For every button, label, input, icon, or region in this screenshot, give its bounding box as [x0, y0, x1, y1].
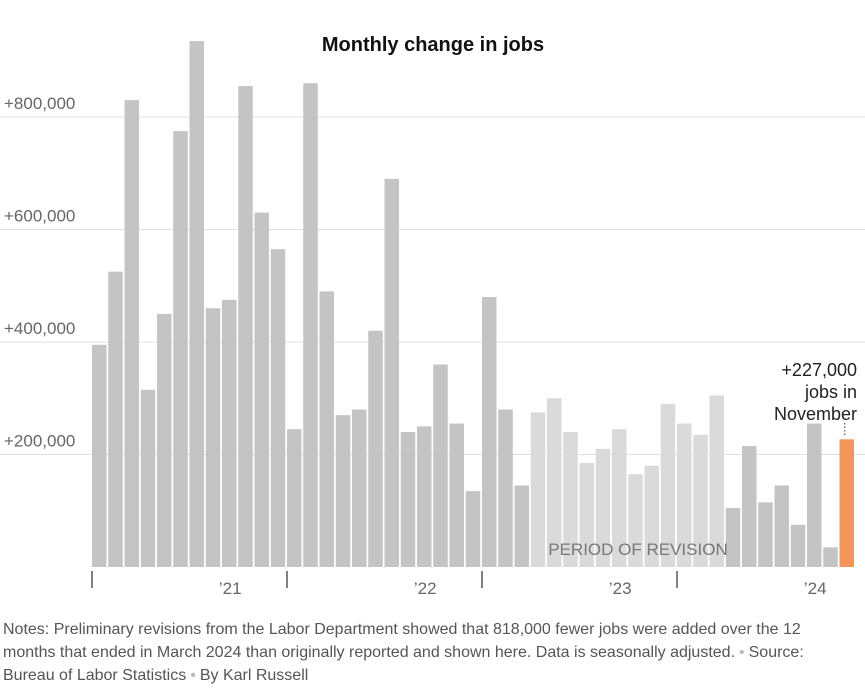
bar [807, 423, 822, 567]
bar [547, 398, 562, 567]
bar [498, 409, 513, 567]
bar [790, 524, 806, 567]
highlight-annotation-line: +227,000 [781, 360, 857, 380]
bar [270, 249, 286, 567]
bar [400, 432, 416, 567]
bar [514, 485, 529, 567]
y-tick-label: +400,000 [4, 319, 75, 338]
y-tick-label: +800,000 [4, 94, 75, 113]
bar [612, 429, 627, 567]
y-tick-label: +600,000 [4, 207, 75, 226]
bar [319, 291, 334, 567]
separator-dot: • [739, 644, 745, 661]
bar [465, 491, 481, 567]
bar [173, 131, 188, 567]
bar [140, 389, 156, 567]
x-tick-label: ’22 [414, 579, 437, 598]
y-tick-label: +200,000 [4, 432, 75, 451]
bar [124, 100, 139, 567]
bar [660, 403, 676, 567]
credit-text: By Karl Russell [199, 667, 309, 684]
x-tick-label: ’21 [219, 579, 242, 598]
chart: Monthly change in jobs +200,000+400,000+… [0, 34, 865, 598]
bar [628, 474, 643, 567]
bar [709, 395, 724, 567]
bar [530, 412, 546, 567]
bar [823, 547, 838, 567]
bar [417, 426, 432, 567]
bar [189, 41, 204, 567]
bar [157, 313, 172, 567]
notes-text: Notes: Preliminary revisions from the La… [3, 621, 801, 661]
bar [693, 434, 708, 567]
bar [92, 344, 107, 567]
revision-period-label: PERIOD OF REVISION [548, 540, 727, 559]
separator-dot: • [190, 667, 196, 684]
bar [254, 212, 269, 567]
bar [644, 465, 659, 567]
bar [433, 364, 448, 567]
bar [384, 178, 399, 567]
bar [725, 507, 741, 567]
bar [287, 429, 302, 567]
bar [579, 462, 594, 567]
bars [92, 41, 854, 567]
x-tick-label: ’23 [609, 579, 632, 598]
bar [774, 485, 789, 567]
chart-title: Monthly change in jobs [322, 34, 544, 56]
bar [108, 271, 123, 567]
bar [352, 409, 367, 567]
source-text: Source: Bureau of Labor Statistics [3, 644, 804, 684]
bar [335, 415, 351, 567]
bar [222, 299, 237, 567]
highlight-annotation-line: jobs in [804, 382, 857, 402]
bar [368, 330, 383, 567]
bar [303, 83, 318, 567]
bar [677, 423, 692, 567]
bar [563, 432, 578, 567]
bar [758, 502, 773, 567]
x-axis: ’21 ’22 ’23 ’24 [91, 571, 827, 598]
bar [839, 439, 854, 567]
bar [595, 448, 611, 567]
bar [482, 297, 497, 567]
bar [205, 308, 221, 567]
highlight-annotation-line: November [774, 404, 857, 424]
y-axis-tick-labels: +200,000 +400,000 +600,000 +800,000 [4, 94, 75, 451]
bar [742, 446, 757, 567]
x-tick-label: ’24 [804, 579, 827, 598]
chart-notes: Notes: Preliminary revisions from the La… [3, 618, 853, 687]
bar [449, 423, 464, 567]
bar [238, 86, 253, 567]
